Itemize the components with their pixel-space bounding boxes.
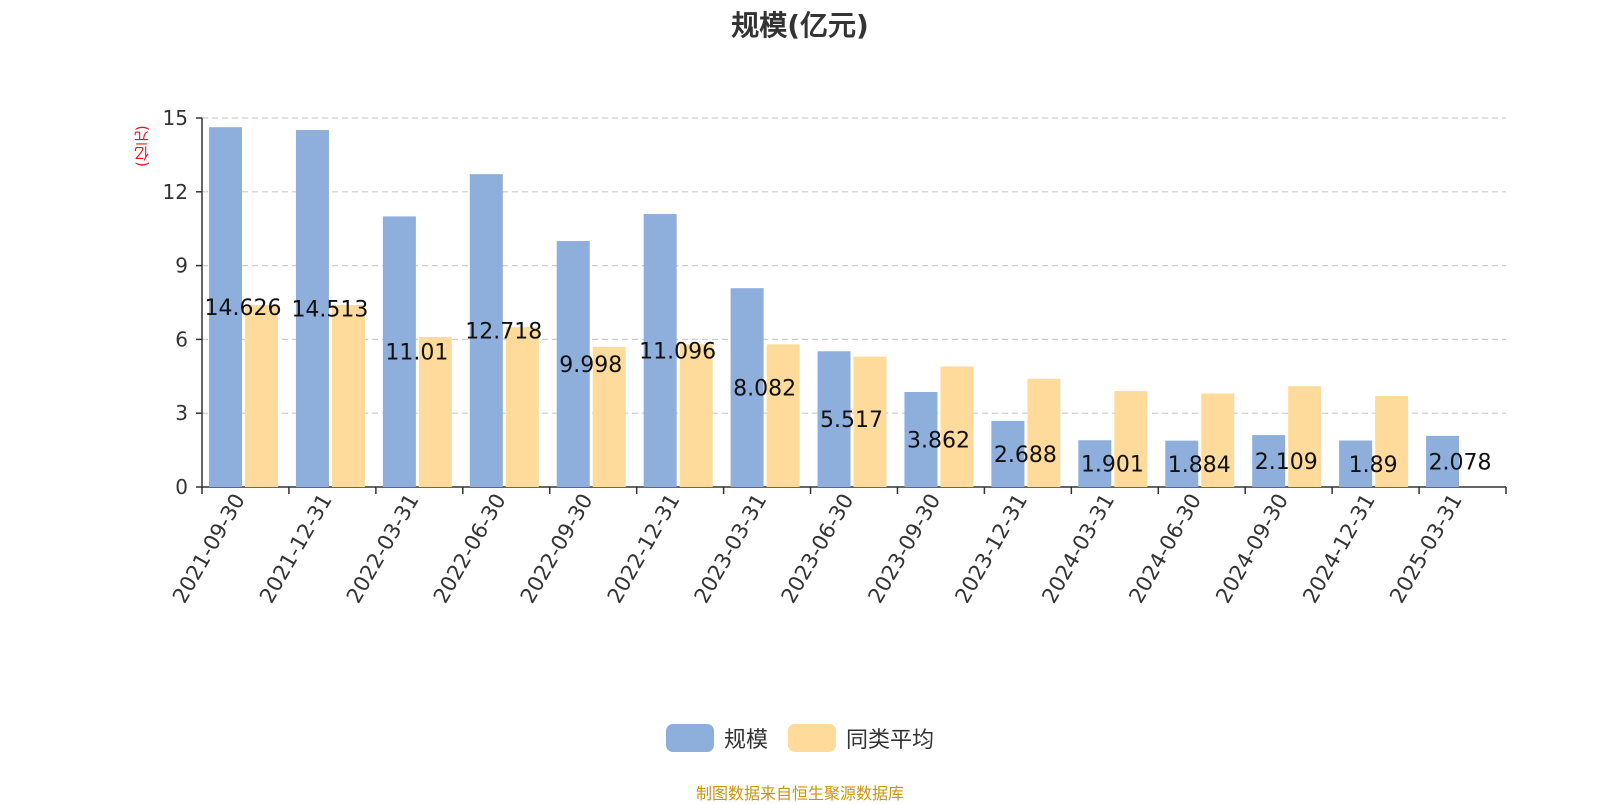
data-label-scale: 8.082 xyxy=(733,377,796,402)
bar-scale xyxy=(730,288,764,487)
x-category-label: 2024-06-30 xyxy=(1124,490,1206,608)
data-label-scale: 2.078 xyxy=(1429,450,1492,475)
x-category-label: 2023-12-31 xyxy=(950,490,1032,608)
bar-peer-average xyxy=(1375,395,1409,487)
y-tick-label: 3 xyxy=(175,401,188,425)
y-tick-label: 12 xyxy=(163,180,188,204)
x-category-label: 2023-03-31 xyxy=(690,490,772,608)
x-category-label: 2024-03-31 xyxy=(1037,490,1119,608)
chart-title: 规模(亿元) xyxy=(731,9,869,42)
data-label-scale: 1.89 xyxy=(1349,453,1398,478)
bar-scale xyxy=(991,420,1025,487)
bar-peer-average xyxy=(1201,393,1235,487)
legend-label-scale: 规模 xyxy=(723,728,768,753)
bar-peer-average xyxy=(505,327,539,487)
bar-peer-average xyxy=(1027,378,1061,487)
y-tick-label: 15 xyxy=(163,106,188,130)
data-label-scale: 1.901 xyxy=(1081,453,1144,478)
bar-peer-average xyxy=(766,344,800,487)
data-label-scale: 14.626 xyxy=(205,296,282,321)
bar-scale xyxy=(1339,440,1373,487)
data-label-scale: 1.884 xyxy=(1168,453,1231,478)
bar-peer-average xyxy=(418,336,452,487)
bar-scale xyxy=(382,216,416,487)
x-category-label: 2021-09-30 xyxy=(168,490,250,608)
bar-scale xyxy=(643,214,677,488)
data-label-scale: 14.513 xyxy=(291,297,368,322)
x-category-label: 2024-12-31 xyxy=(1298,490,1380,608)
bar-peer-average xyxy=(592,346,626,487)
y-tick-label: 0 xyxy=(175,475,188,499)
data-source-note: 制图数据来自恒生聚源数据库 xyxy=(695,784,904,803)
data-label-scale: 5.517 xyxy=(820,408,883,433)
x-category-label: 2022-06-30 xyxy=(429,490,511,608)
legend-swatch-peer-average xyxy=(788,724,836,752)
x-category-label: 2022-03-31 xyxy=(342,490,424,608)
x-category-label: 2023-06-30 xyxy=(777,490,859,608)
bar-scale xyxy=(817,351,851,487)
x-category-label: 2025-03-31 xyxy=(1385,490,1467,608)
data-label-scale: 2.109 xyxy=(1255,450,1318,475)
bar-scale xyxy=(209,127,242,487)
legend: 规模 同类平均 xyxy=(0,722,1600,754)
data-label-scale: 9.998 xyxy=(559,353,622,378)
bar-scale xyxy=(1165,440,1199,487)
x-category-label: 2023-09-30 xyxy=(863,490,945,608)
bar-peer-average xyxy=(245,304,278,487)
legend-item-peer-average[interactable]: 同类平均 xyxy=(788,722,934,754)
bar-scale xyxy=(1078,440,1112,487)
bar-scale xyxy=(1426,435,1460,487)
bar-scale xyxy=(904,391,938,487)
bar-scale xyxy=(295,129,329,487)
data-label-scale: 2.688 xyxy=(994,443,1057,468)
data-label-scale: 3.862 xyxy=(907,428,970,453)
x-category-label: 2024-09-30 xyxy=(1211,490,1293,608)
x-category-label: 2022-12-31 xyxy=(603,490,685,608)
bar-scale xyxy=(556,241,590,487)
y-tick-label: 6 xyxy=(175,327,188,351)
bar-peer-average xyxy=(940,366,974,487)
data-label-scale: 12.718 xyxy=(465,320,542,345)
bar-peer-average xyxy=(1288,386,1322,487)
x-category-label: 2022-09-30 xyxy=(516,490,598,608)
bar-scale xyxy=(469,174,503,487)
legend-item-scale[interactable]: 规模 xyxy=(665,722,768,754)
y-tick-label: 9 xyxy=(175,254,188,278)
bar-peer-average xyxy=(853,356,887,487)
bar-peer-average xyxy=(679,344,713,487)
bar-peer-average xyxy=(1114,391,1148,487)
bar-scale xyxy=(1252,435,1286,487)
legend-swatch-scale xyxy=(665,724,714,752)
bar-peer-average xyxy=(331,304,365,487)
data-label-scale: 11.01 xyxy=(385,341,448,366)
legend-label-peer-average: 同类平均 xyxy=(846,728,935,753)
data-label-scale: 11.096 xyxy=(639,340,716,365)
x-category-label: 2021-12-31 xyxy=(255,490,337,608)
